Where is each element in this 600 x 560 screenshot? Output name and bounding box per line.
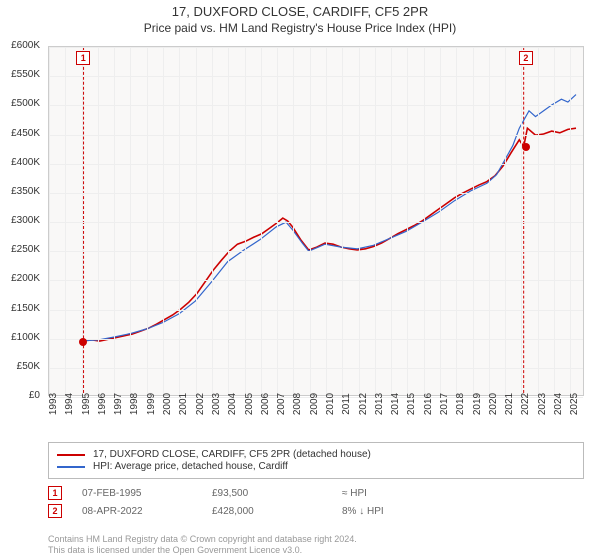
x-tick-label: 2021 bbox=[504, 393, 515, 415]
x-tick-label: 2016 bbox=[423, 393, 434, 415]
marker-label: 2 bbox=[519, 51, 533, 65]
footer-line1: Contains HM Land Registry data © Crown c… bbox=[48, 534, 357, 546]
y-tick-label: £0 bbox=[0, 391, 40, 401]
legend-swatch bbox=[57, 454, 85, 456]
y-tick-label: £500K bbox=[0, 99, 40, 109]
x-tick-label: 1999 bbox=[146, 393, 157, 415]
footer-line2: This data is licensed under the Open Gov… bbox=[48, 545, 357, 557]
x-tick-label: 2013 bbox=[374, 393, 385, 415]
y-tick-label: £400K bbox=[0, 158, 40, 168]
x-tick-label: 1997 bbox=[113, 393, 124, 415]
page-title: 17, DUXFORD CLOSE, CARDIFF, CF5 2PR bbox=[0, 4, 600, 19]
plot-svg bbox=[49, 47, 583, 395]
x-tick-label: 2014 bbox=[390, 393, 401, 415]
x-tick-label: 2022 bbox=[520, 393, 531, 415]
x-tick-label: 2010 bbox=[325, 393, 336, 415]
transaction-date: 07-FEB-1995 bbox=[82, 488, 192, 499]
x-tick-label: 2009 bbox=[309, 393, 320, 415]
x-tick-label: 2018 bbox=[455, 393, 466, 415]
legend-box: 17, DUXFORD CLOSE, CARDIFF, CF5 2PR (det… bbox=[48, 442, 584, 479]
chart-container: 17, DUXFORD CLOSE, CARDIFF, CF5 2PR Pric… bbox=[0, 0, 600, 560]
y-tick-label: £100K bbox=[0, 333, 40, 343]
transaction-marker: 2 bbox=[48, 504, 62, 518]
x-tick-label: 2004 bbox=[227, 393, 238, 415]
legend-item: HPI: Average price, detached house, Card… bbox=[57, 461, 575, 472]
title-block: 17, DUXFORD CLOSE, CARDIFF, CF5 2PR Pric… bbox=[0, 0, 600, 35]
x-tick-label: 1994 bbox=[64, 393, 75, 415]
x-tick-label: 2011 bbox=[341, 393, 352, 415]
x-tick-label: 2015 bbox=[406, 393, 417, 415]
x-tick-label: 2007 bbox=[276, 393, 287, 415]
x-tick-label: 2000 bbox=[162, 393, 173, 415]
x-tick-label: 2005 bbox=[244, 393, 255, 415]
x-tick-label: 1998 bbox=[129, 393, 140, 415]
legend-swatch bbox=[57, 466, 85, 468]
x-tick-label: 2001 bbox=[178, 393, 189, 415]
y-tick-label: £450K bbox=[0, 129, 40, 139]
x-axis-ticks: 1993199419951996199719981999200020012002… bbox=[48, 398, 584, 438]
x-tick-label: 2008 bbox=[292, 393, 303, 415]
transaction-row: 1 07-FEB-1995 £93,500 ≈ HPI bbox=[48, 484, 584, 502]
y-tick-label: £300K bbox=[0, 216, 40, 226]
y-tick-label: £150K bbox=[0, 304, 40, 314]
transaction-delta: 8% ↓ HPI bbox=[342, 506, 452, 517]
y-tick-label: £50K bbox=[0, 362, 40, 372]
x-tick-label: 2006 bbox=[260, 393, 271, 415]
plot-area: 12 bbox=[48, 46, 584, 396]
marker-label: 1 bbox=[76, 51, 90, 65]
legend-item: 17, DUXFORD CLOSE, CARDIFF, CF5 2PR (det… bbox=[57, 449, 575, 460]
y-tick-label: £350K bbox=[0, 187, 40, 197]
x-tick-label: 2024 bbox=[553, 393, 564, 415]
transaction-table: 1 07-FEB-1995 £93,500 ≈ HPI 2 08-APR-2022 £428… bbox=[48, 484, 584, 520]
x-tick-label: 1993 bbox=[48, 393, 59, 415]
x-tick-label: 2019 bbox=[472, 393, 483, 415]
y-axis-ticks: £0£50K£100K£150K£200K£250K£300K£350K£400… bbox=[0, 46, 44, 396]
transaction-delta: ≈ HPI bbox=[342, 488, 452, 499]
x-tick-label: 2012 bbox=[358, 393, 369, 415]
x-tick-label: 2002 bbox=[195, 393, 206, 415]
page-subtitle: Price paid vs. HM Land Registry's House … bbox=[0, 21, 600, 35]
y-tick-label: £600K bbox=[0, 41, 40, 51]
x-tick-label: 2025 bbox=[569, 393, 580, 415]
x-tick-label: 2020 bbox=[488, 393, 499, 415]
x-tick-label: 1996 bbox=[97, 393, 108, 415]
x-tick-label: 2003 bbox=[211, 393, 222, 415]
y-tick-label: £550K bbox=[0, 70, 40, 80]
x-tick-label: 1995 bbox=[81, 393, 92, 415]
transaction-price: £428,000 bbox=[212, 506, 322, 517]
transaction-date: 08-APR-2022 bbox=[82, 506, 192, 517]
transaction-price: £93,500 bbox=[212, 488, 322, 499]
y-tick-label: £250K bbox=[0, 245, 40, 255]
legend-label: HPI: Average price, detached house, Card… bbox=[93, 461, 288, 472]
transaction-marker: 1 bbox=[48, 486, 62, 500]
y-tick-label: £200K bbox=[0, 274, 40, 284]
footer-text: Contains HM Land Registry data © Crown c… bbox=[48, 534, 357, 557]
legend-label: 17, DUXFORD CLOSE, CARDIFF, CF5 2PR (det… bbox=[93, 449, 371, 460]
x-tick-label: 2023 bbox=[537, 393, 548, 415]
x-tick-label: 2017 bbox=[439, 393, 450, 415]
series-hpi bbox=[84, 95, 576, 341]
transaction-row: 2 08-APR-2022 £428,000 8% ↓ HPI bbox=[48, 502, 584, 520]
